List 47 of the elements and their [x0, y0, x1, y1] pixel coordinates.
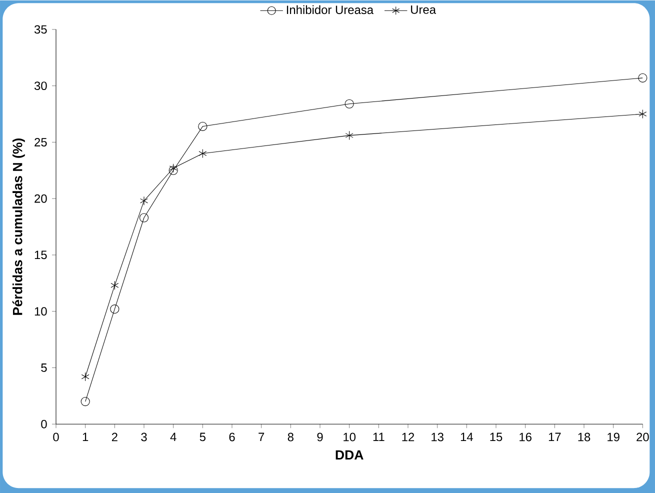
- y-tick-label: 30: [34, 81, 47, 90]
- x-tick-label: 7: [258, 432, 264, 441]
- x-tick-label: 5: [200, 432, 206, 441]
- x-tick-label: 12: [402, 432, 414, 441]
- y-tick-label: 15: [34, 250, 47, 259]
- x-tick-label: 19: [608, 432, 620, 442]
- point: [110, 304, 120, 314]
- point: [169, 163, 178, 172]
- y-tick-label: 35: [34, 24, 47, 34]
- point: [344, 99, 354, 108]
- x-tick-label: 18: [578, 432, 590, 442]
- point: [139, 213, 149, 222]
- x-axis-title: DDA: [336, 450, 364, 460]
- point: [638, 109, 647, 118]
- y-axis-title: Pérdidas a cumuladas N (%): [12, 138, 25, 315]
- legend-label: Urea: [411, 5, 436, 14]
- x-tick-label: 0: [53, 432, 59, 442]
- point: [198, 148, 207, 158]
- legend-label: Inhibidor Ureasa: [286, 5, 374, 14]
- y-tick-label: 25: [34, 138, 47, 146]
- y-tick-label: 10: [34, 306, 47, 316]
- point: [345, 130, 354, 140]
- point: [110, 280, 119, 290]
- x-tick-label: 10: [344, 432, 356, 442]
- x-tick-label: 11: [373, 432, 384, 441]
- x-tick-label: 14: [460, 432, 473, 441]
- y-tick-label: 0: [41, 420, 47, 428]
- x-tick-label: 16: [520, 432, 532, 442]
- x-tick-label: 20: [636, 432, 649, 442]
- x-tick-label: 15: [490, 432, 502, 441]
- x-tick-label: 3: [141, 432, 147, 442]
- point: [81, 372, 90, 382]
- point: [140, 196, 148, 206]
- x-tick-label: 8: [288, 432, 294, 442]
- x-tick-label: 1: [82, 432, 88, 441]
- point: [80, 396, 90, 406]
- point: [198, 122, 208, 131]
- y-tick-label: 20: [34, 194, 47, 203]
- x-tick-label: 9: [317, 432, 323, 442]
- x-tick-label: 17: [548, 432, 561, 441]
- point: [638, 73, 648, 82]
- x-tick-label: 4: [170, 432, 176, 441]
- point: [168, 166, 178, 175]
- x-tick-label: 6: [229, 432, 235, 442]
- y-tick-label: 5: [41, 363, 47, 372]
- x-tick-label: 13: [432, 432, 444, 442]
- x-tick-label: 2: [112, 432, 118, 441]
